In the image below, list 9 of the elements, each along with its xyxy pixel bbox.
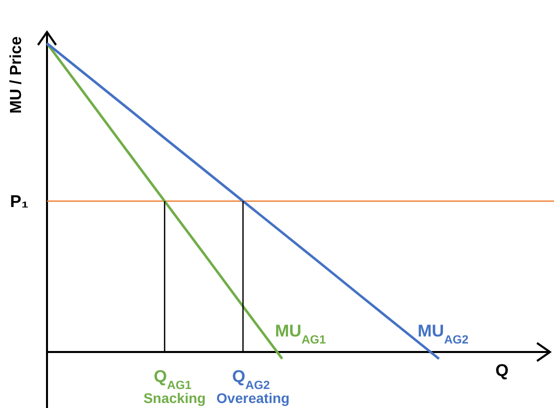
text: Q$_{AG1}$ [154,367,192,392]
x-axis-title: Q [495,361,509,380]
y-axis-title: MU / Price [8,36,25,114]
ref-line-label: P₁ [10,192,28,212]
series-label: MU$_{AG1}$ [274,321,326,346]
series-label: MU$_{AG2}$ [418,321,469,346]
text: Overeating [216,390,290,406]
text: Q$_{AG2}$ [232,367,270,392]
text: Snacking [143,390,206,406]
